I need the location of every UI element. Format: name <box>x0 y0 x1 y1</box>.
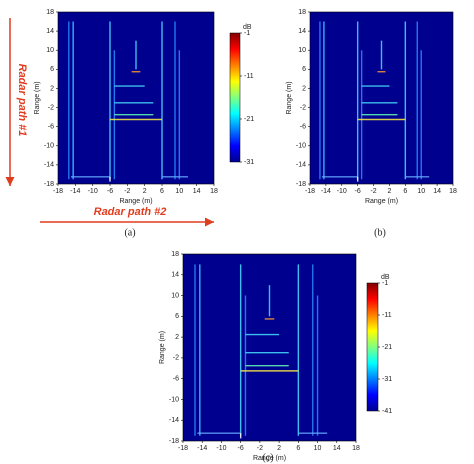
annotation: Radar path #1 <box>16 64 28 137</box>
y-tick-label: -10 <box>44 143 54 150</box>
y-tick-label: -18 <box>44 181 54 188</box>
y-axis-label: Range (m) <box>159 331 166 364</box>
y-tick-label: -2 <box>173 355 179 362</box>
x-tick-label: 10 <box>314 445 322 452</box>
y-tick-label: 14 <box>46 28 54 35</box>
x-tick-label: -10 <box>216 445 226 452</box>
x-tick-label: -2 <box>370 188 376 195</box>
x-tick-label: -10 <box>337 188 347 195</box>
annotation: Radar path #2 <box>94 206 167 218</box>
x-tick-label: -10 <box>88 188 98 195</box>
x-tick-label: -2 <box>124 188 130 195</box>
y-tick-label: -2 <box>300 104 306 111</box>
colorbar-tick-label: -21 <box>244 116 254 123</box>
y-tick-label: -10 <box>296 143 306 150</box>
x-tick-label: 2 <box>277 445 281 452</box>
y-tick-label: 18 <box>46 9 54 16</box>
y-tick-label: 14 <box>298 28 306 35</box>
y-tick-label: 10 <box>171 292 179 299</box>
y-tick-label: -6 <box>300 124 306 131</box>
colorbar-tick-label: -11 <box>382 312 392 319</box>
y-tick-label: -6 <box>48 124 54 131</box>
heatmap <box>310 12 453 184</box>
x-tick-label: 14 <box>193 188 201 195</box>
x-tick-label: 18 <box>449 188 457 195</box>
x-axis-label: Range (m) <box>365 198 398 205</box>
y-tick-label: -14 <box>296 162 306 169</box>
x-tick-label: 2 <box>387 188 391 195</box>
y-tick-label: 2 <box>302 85 306 92</box>
y-tick-label: -2 <box>48 104 54 111</box>
plot-frame <box>57 11 215 185</box>
x-tick-label: 14 <box>333 445 341 452</box>
x-tick-label: -18 <box>178 445 188 452</box>
colorbar-tick-label: -31 <box>382 376 392 383</box>
x-tick-label: -14 <box>197 445 207 452</box>
x-tick-label: 14 <box>433 188 441 195</box>
y-axis-label: Range (m) <box>286 81 293 114</box>
y-tick-label: 18 <box>171 251 179 258</box>
x-tick-label: -6 <box>107 188 113 195</box>
x-tick-label: -2 <box>257 445 263 452</box>
x-tick-label: 18 <box>210 188 218 195</box>
colorbar-tick-label: -31 <box>244 159 254 166</box>
y-tick-label: -10 <box>169 396 179 403</box>
y-tick-label: 2 <box>175 334 179 341</box>
y-tick-label: -6 <box>173 376 179 383</box>
x-tick-label: -6 <box>238 445 244 452</box>
y-tick-label: -14 <box>44 162 54 169</box>
plot-frame <box>182 253 357 442</box>
y-tick-label: 6 <box>302 66 306 73</box>
y-tick-label: -14 <box>169 417 179 424</box>
x-tick-label: 18 <box>352 445 360 452</box>
plot-frame <box>309 11 454 185</box>
x-tick-label: -14 <box>321 188 331 195</box>
x-tick-label: 6 <box>403 188 407 195</box>
colorbar-tick-label: -41 <box>382 408 392 415</box>
x-tick-label: 6 <box>296 445 300 452</box>
y-tick-label: 2 <box>50 85 54 92</box>
y-tick-label: 14 <box>171 272 179 279</box>
x-tick-label: 6 <box>160 188 164 195</box>
y-tick-label: -18 <box>296 181 306 188</box>
heatmap <box>183 254 356 441</box>
y-tick-label: 10 <box>298 47 306 54</box>
x-axis-label: Range (m) <box>119 198 152 205</box>
colorbar-tick-label: -21 <box>382 344 392 351</box>
x-tick-label: 10 <box>417 188 425 195</box>
colorbar <box>229 32 241 163</box>
heatmap <box>58 12 214 184</box>
caption: (b) <box>374 227 386 238</box>
x-tick-label: -18 <box>53 188 63 195</box>
colorbar-label: dB <box>243 24 252 31</box>
colorbar-label: dB <box>381 274 390 281</box>
colorbar <box>366 282 379 412</box>
caption: (a) <box>124 227 135 238</box>
x-axis-label: Range (m) <box>253 455 286 462</box>
x-tick-label: 10 <box>175 188 183 195</box>
colorbar-tick-label: -1 <box>382 280 388 287</box>
y-axis-label: Range (m) <box>34 81 41 114</box>
colorbar-tick-label: -1 <box>244 30 250 37</box>
y-tick-label: -18 <box>169 438 179 445</box>
colorbar-tick-label: -11 <box>244 73 254 80</box>
x-tick-label: -6 <box>355 188 361 195</box>
y-tick-label: 6 <box>175 313 179 320</box>
y-tick-label: 10 <box>46 47 54 54</box>
y-tick-label: 18 <box>298 9 306 16</box>
caption: (c) <box>262 452 273 463</box>
x-tick-label: -14 <box>70 188 80 195</box>
x-tick-label: 2 <box>143 188 147 195</box>
y-tick-label: 6 <box>50 66 54 73</box>
x-tick-label: -18 <box>305 188 315 195</box>
